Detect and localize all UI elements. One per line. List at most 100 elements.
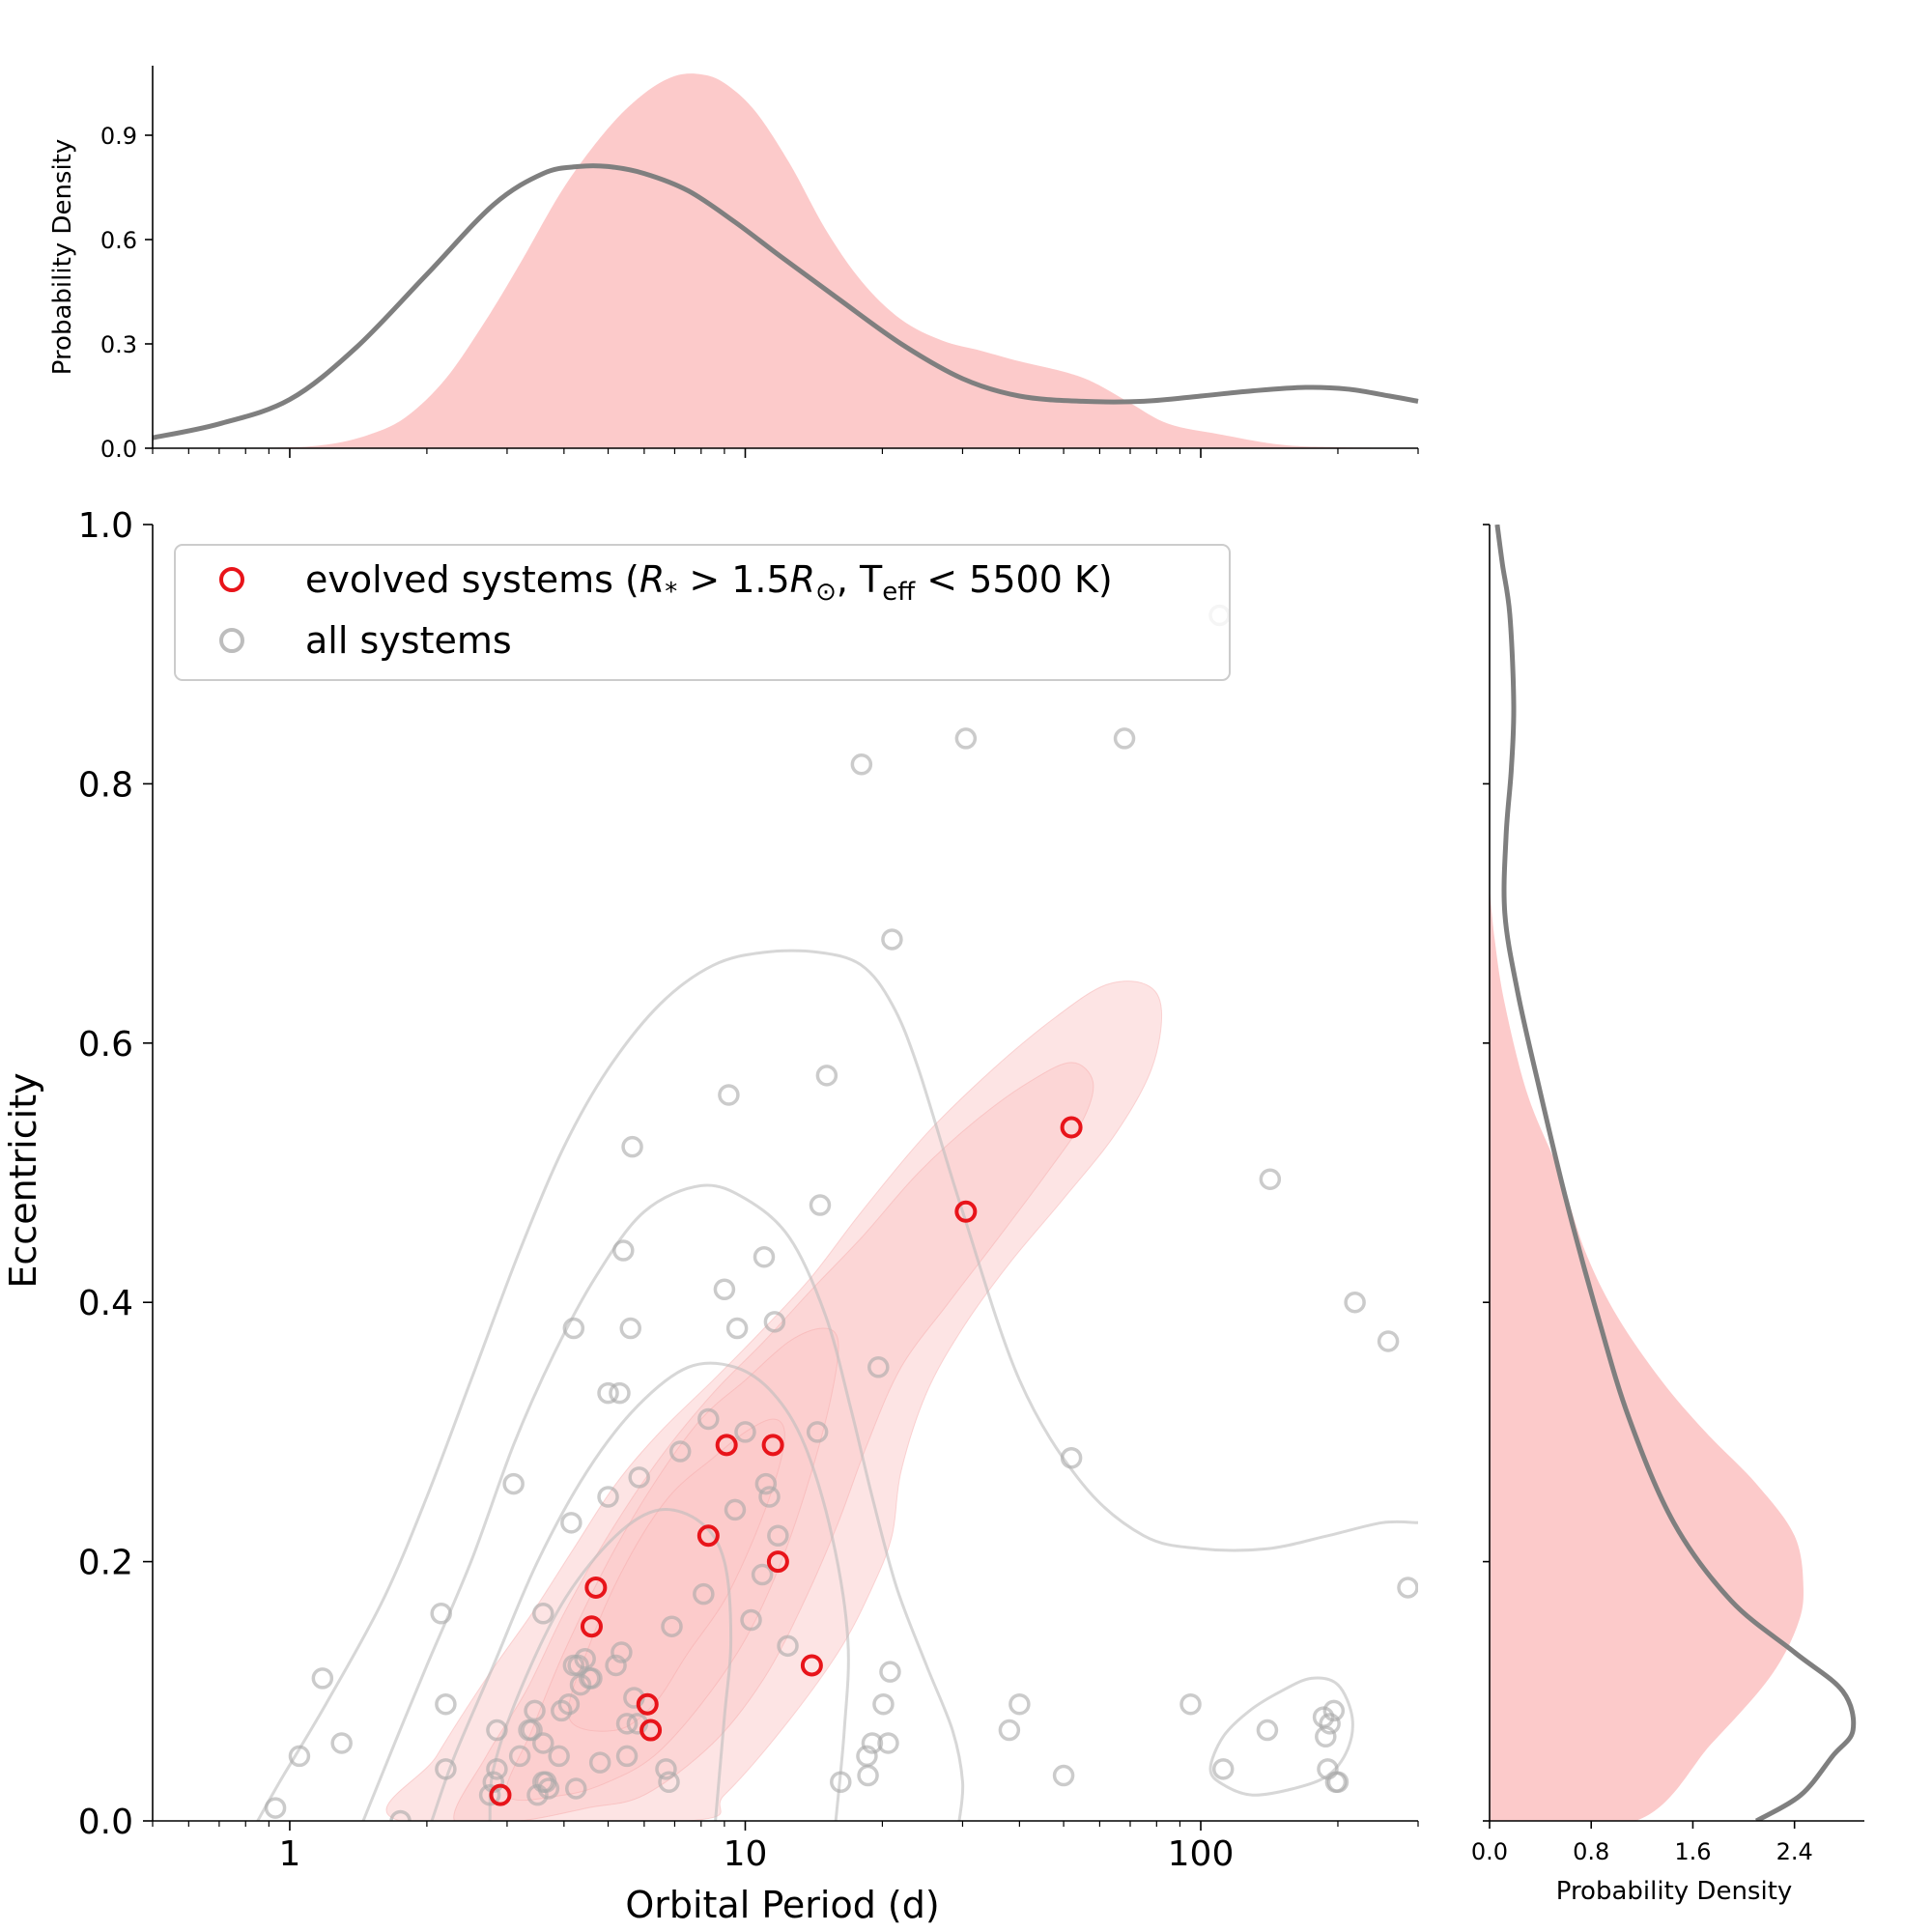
y-tick-label: 0.2 [78, 1544, 133, 1583]
all-system-point [815, 1065, 838, 1087]
all-system-point [609, 1381, 631, 1405]
evolved-system-point [639, 1719, 663, 1742]
all-system-point [1326, 1771, 1350, 1793]
all-system-point [597, 1486, 619, 1508]
top-y-tick-label: 0.0 [100, 436, 137, 463]
top-y-tick-label: 0.3 [100, 331, 137, 358]
top-y-axis-label: Probability Density [48, 139, 77, 376]
all-system-point [435, 1692, 457, 1716]
y-tick-label: 1.0 [78, 506, 133, 546]
all-system-point [725, 1317, 749, 1340]
all-system-point [724, 1498, 747, 1521]
all-system-point [754, 1472, 778, 1495]
all-system-point [1319, 1713, 1341, 1735]
all-contour-level-3 [430, 1361, 850, 1821]
top-y-tick-label: 0.6 [100, 227, 137, 254]
all-system-point [1377, 1330, 1400, 1352]
all-system-point [524, 1699, 546, 1722]
all-system-point [532, 1603, 554, 1625]
right-evolved-kde-area [1490, 887, 1804, 1821]
right-all-kde-line [1494, 525, 1857, 1821]
all-system-point [1179, 1692, 1202, 1716]
all-system-point [288, 1745, 311, 1768]
all-system-point [548, 1745, 570, 1768]
evolved-system-point [584, 1576, 608, 1599]
evolved-system-point [766, 1550, 789, 1574]
evolved-contour-level-4 [567, 1418, 785, 1732]
evolved-kde-contours [385, 980, 1163, 1821]
main-scatter-panel: 0.0 0.2 0.4 0.6 0.8 1.0 1 10 100 Orbital Period… [2, 506, 1419, 1926]
y-axis-label: Eccentricity [2, 1072, 44, 1288]
all-system-point [998, 1719, 1021, 1742]
all-system-point [611, 1641, 633, 1663]
all-system-point [867, 1356, 890, 1378]
all-system-point [661, 1615, 683, 1637]
all-system-point [806, 1421, 829, 1443]
all-system-point [1009, 1692, 1031, 1716]
y-tick-label: 0.4 [78, 1284, 133, 1323]
all-system-point [830, 1771, 852, 1793]
all-system-point [588, 1751, 611, 1774]
all-system-point [1256, 1719, 1279, 1742]
all-system-point [713, 1278, 736, 1301]
x-axis-label: Orbital Period (d) [625, 1884, 939, 1926]
all-system-point [615, 1713, 639, 1735]
all-system-point [658, 1771, 680, 1793]
right-x-tick-label: 1.6 [1674, 1838, 1711, 1865]
right-x-tick-label: 0.0 [1471, 1838, 1508, 1865]
legend-frame [174, 544, 1231, 681]
evolved-systems-points [489, 1116, 1083, 1806]
all-system-point [1397, 1577, 1418, 1599]
evolved-system-point [954, 1200, 978, 1223]
all-system-point [560, 1512, 582, 1534]
all-system-point [1315, 1725, 1337, 1748]
x-tick-label: 10 [724, 1834, 768, 1874]
all-system-point [857, 1764, 879, 1787]
legend-evolved-label: evolved systems (R* > 1.5R⊙, Teff < 5500… [305, 558, 1113, 607]
all-system-point [753, 1245, 776, 1268]
all-system-point [612, 1239, 635, 1262]
evolved-system-point [636, 1692, 659, 1716]
all-system-point [389, 1809, 412, 1821]
all-system-point [881, 928, 903, 951]
all-system-point [879, 1661, 901, 1683]
all-system-point [486, 1719, 508, 1742]
evolved-system-point [580, 1615, 603, 1638]
all-system-point [1322, 1699, 1346, 1722]
all-system-point [628, 1466, 650, 1489]
y-tick-label: 0.0 [78, 1803, 133, 1842]
top-y-tick-label: 0.9 [100, 123, 137, 150]
all-system-point [861, 1732, 884, 1754]
evolved-system-point [800, 1654, 823, 1677]
all-systems-points [264, 604, 1418, 1821]
all-system-point [581, 1667, 603, 1690]
y-tick-label: 0.8 [78, 765, 133, 805]
all-system-point [1113, 727, 1136, 750]
all-system-point [1344, 1291, 1366, 1314]
evolved-system-point [489, 1783, 512, 1806]
all-contour-level-4 [488, 1507, 733, 1821]
evolved-system-point [761, 1434, 784, 1457]
top-all-kde-line [152, 163, 1419, 440]
all-system-point [697, 1407, 720, 1431]
all-system-point [668, 1440, 692, 1463]
all-system-point [777, 1634, 799, 1658]
y-tick-label: 0.6 [78, 1025, 133, 1065]
all-system-point [1259, 1168, 1282, 1190]
all-contour-level-2 [361, 1183, 965, 1821]
all-system-point [809, 1194, 832, 1216]
all-kde-contours [256, 949, 1418, 1821]
all-system-point [758, 1486, 781, 1508]
right-x-tick-label: 0.8 [1573, 1838, 1609, 1865]
all-system-point [621, 1135, 643, 1158]
all-system-point [655, 1758, 677, 1780]
legend-evolved-marker [219, 567, 244, 592]
evolved-system-point [1060, 1116, 1083, 1139]
all-system-point [615, 1745, 639, 1768]
right-x-tick-label: 2.4 [1776, 1838, 1813, 1865]
all-system-point [478, 1783, 501, 1806]
all-system-point [954, 727, 978, 750]
all-system-point [740, 1608, 762, 1632]
all-contour-level-1 [256, 949, 1418, 1821]
legend-all-label: all systems [305, 619, 512, 662]
